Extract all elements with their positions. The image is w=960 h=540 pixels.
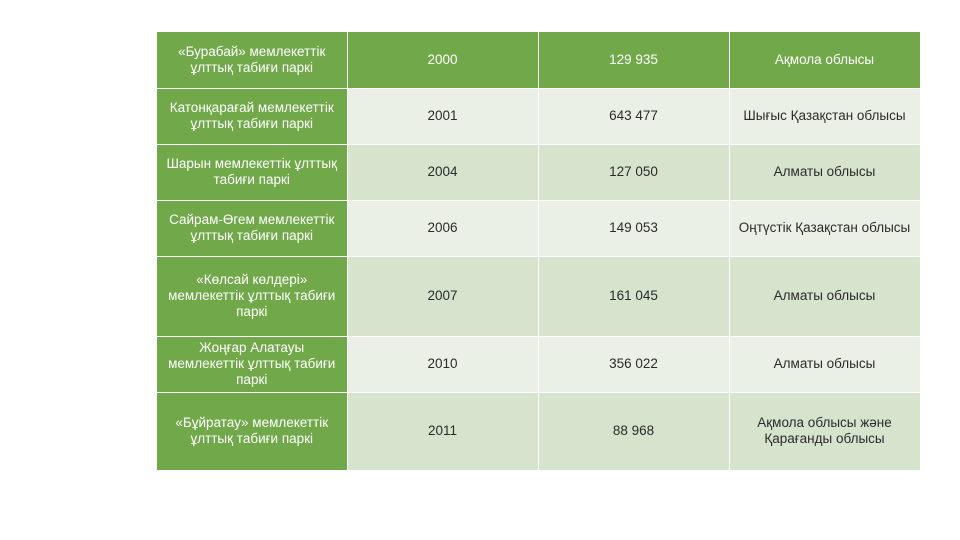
park-name-cell: Катонқарағай мемлекеттік ұлттық табиғи п…: [157, 88, 348, 145]
year-cell: 2001: [347, 88, 539, 145]
table-row: «Бұйратау» мемлекеттік ұлттық табиғи пар…: [157, 392, 921, 471]
park-name-cell: Шарын мемлекеттік ұлттық табиғи паркі: [157, 144, 348, 201]
year-cell: 2011: [347, 392, 539, 471]
area-cell: 127 050: [538, 144, 730, 201]
region-cell: Алматы облысы: [729, 144, 921, 201]
region-cell: Алматы облысы: [729, 256, 921, 337]
table-row: Катонқарағай мемлекеттік ұлттық табиғи п…: [157, 88, 921, 145]
year-cell: 2007: [347, 256, 539, 337]
national-parks-table: «Бурабай» мемлекеттік ұлттық табиғи парк…: [157, 32, 921, 471]
table-row: Шарын мемлекеттік ұлттық табиғи паркі 20…: [157, 144, 921, 201]
year-cell: 2004: [347, 144, 539, 201]
table-row: «Көлсай көлдері» мемлекеттік ұлттық таби…: [157, 256, 921, 337]
park-name-cell: «Бұйратау» мемлекеттік ұлттық табиғи пар…: [157, 392, 348, 471]
region-cell: Ақмола облысы және Қарағанды облысы: [729, 392, 921, 471]
table-row: Сайрам-Өгем мемлекеттік ұлттық табиғи па…: [157, 200, 921, 257]
area-cell: 149 053: [538, 200, 730, 257]
region-cell: Шығыс Қазақстан облысы: [729, 88, 921, 145]
year-cell: 2006: [347, 200, 539, 257]
area-cell: 643 477: [538, 88, 730, 145]
year-cell: 2000: [347, 32, 539, 89]
park-name-cell: Жоңғар Алатауы мемлекеттік ұлттық табиғи…: [157, 336, 348, 393]
area-cell: 88 968: [538, 392, 730, 471]
park-name-cell: «Көлсай көлдері» мемлекеттік ұлттық таби…: [157, 256, 348, 337]
region-cell: Алматы облысы: [729, 336, 921, 393]
region-cell: Оңтүстік Қазақстан облысы: [729, 200, 921, 257]
area-cell: 129 935: [538, 32, 730, 89]
park-name-cell: Сайрам-Өгем мемлекеттік ұлттық табиғи па…: [157, 200, 348, 257]
area-cell: 161 045: [538, 256, 730, 337]
table-row: Жоңғар Алатауы мемлекеттік ұлттық табиғи…: [157, 336, 921, 393]
park-name-cell: «Бурабай» мемлекеттік ұлттық табиғи парк…: [157, 32, 348, 89]
area-cell: 356 022: [538, 336, 730, 393]
year-cell: 2010: [347, 336, 539, 393]
region-cell: Ақмола облысы: [729, 32, 921, 89]
table-row: «Бурабай» мемлекеттік ұлттық табиғи парк…: [157, 32, 921, 89]
